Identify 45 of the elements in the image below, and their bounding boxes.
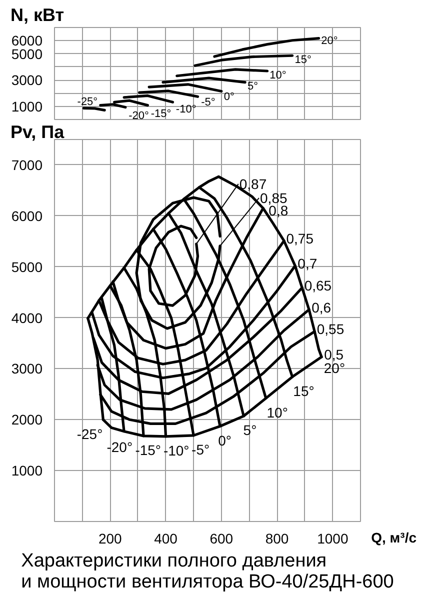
y-tick-label: 3000 (11, 72, 43, 88)
y-tick-label: 5000 (11, 258, 43, 275)
series-label: -10° (163, 442, 190, 459)
x-tick-label: 600 (210, 530, 234, 546)
series-label: 20° (324, 360, 346, 376)
series-label: 0° (218, 432, 232, 448)
x-tick-label: 200 (98, 530, 122, 546)
y-tick-label: 7000 (11, 156, 43, 173)
y-tick-label: 1000 (11, 462, 43, 479)
series-label: 10° (270, 69, 286, 82)
y-axis-title: Pv, Па (10, 122, 66, 142)
series-label: 0° (224, 91, 234, 104)
series-label: 0,5 (324, 346, 344, 363)
x-tick-label: 400 (154, 530, 178, 546)
series-label: 0,6 (312, 299, 332, 316)
text: Характеристики полного давления и мощности вентилятора ВО-40/25ДН-600 (21, 550, 394, 592)
y-axis-title: N, кВт (10, 5, 64, 25)
series-label: 0,7 (298, 255, 318, 272)
series-label: -15° (135, 442, 162, 458)
series-label: 0,65 (304, 277, 332, 294)
series-label: 0,55 (316, 321, 344, 338)
series-label: -10° (176, 104, 196, 116)
series-label: 5° (248, 80, 258, 93)
x-tick-label: 1000 (317, 530, 348, 546)
series-label: -15° (150, 108, 172, 120)
series-label: -25° (76, 426, 103, 442)
y-tick-label: 4000 (11, 310, 43, 326)
series-label: 15° (294, 54, 312, 66)
y-tick-label: 2000 (11, 412, 43, 428)
series-label: -5° (201, 96, 216, 108)
x-tick-label: 800 (265, 530, 289, 546)
series-label: 0,75 (286, 230, 314, 246)
y-tick-label: 6000 (11, 208, 43, 224)
x-axis-title: Q, м³/с (371, 530, 417, 546)
series-label: 15° (293, 382, 314, 399)
series-label: -5° (192, 442, 210, 458)
series-label: -20° (106, 438, 133, 455)
series-label: -25° (77, 96, 98, 108)
series-label: -20° (128, 110, 149, 122)
series-label: 20° (321, 35, 338, 48)
series-label: 10° (266, 404, 288, 420)
y-tick-label: 3000 (11, 360, 43, 377)
text: 0,87 (239, 176, 267, 192)
y-tick-label: 1000 (11, 98, 43, 114)
series-label: 5° (243, 422, 257, 438)
